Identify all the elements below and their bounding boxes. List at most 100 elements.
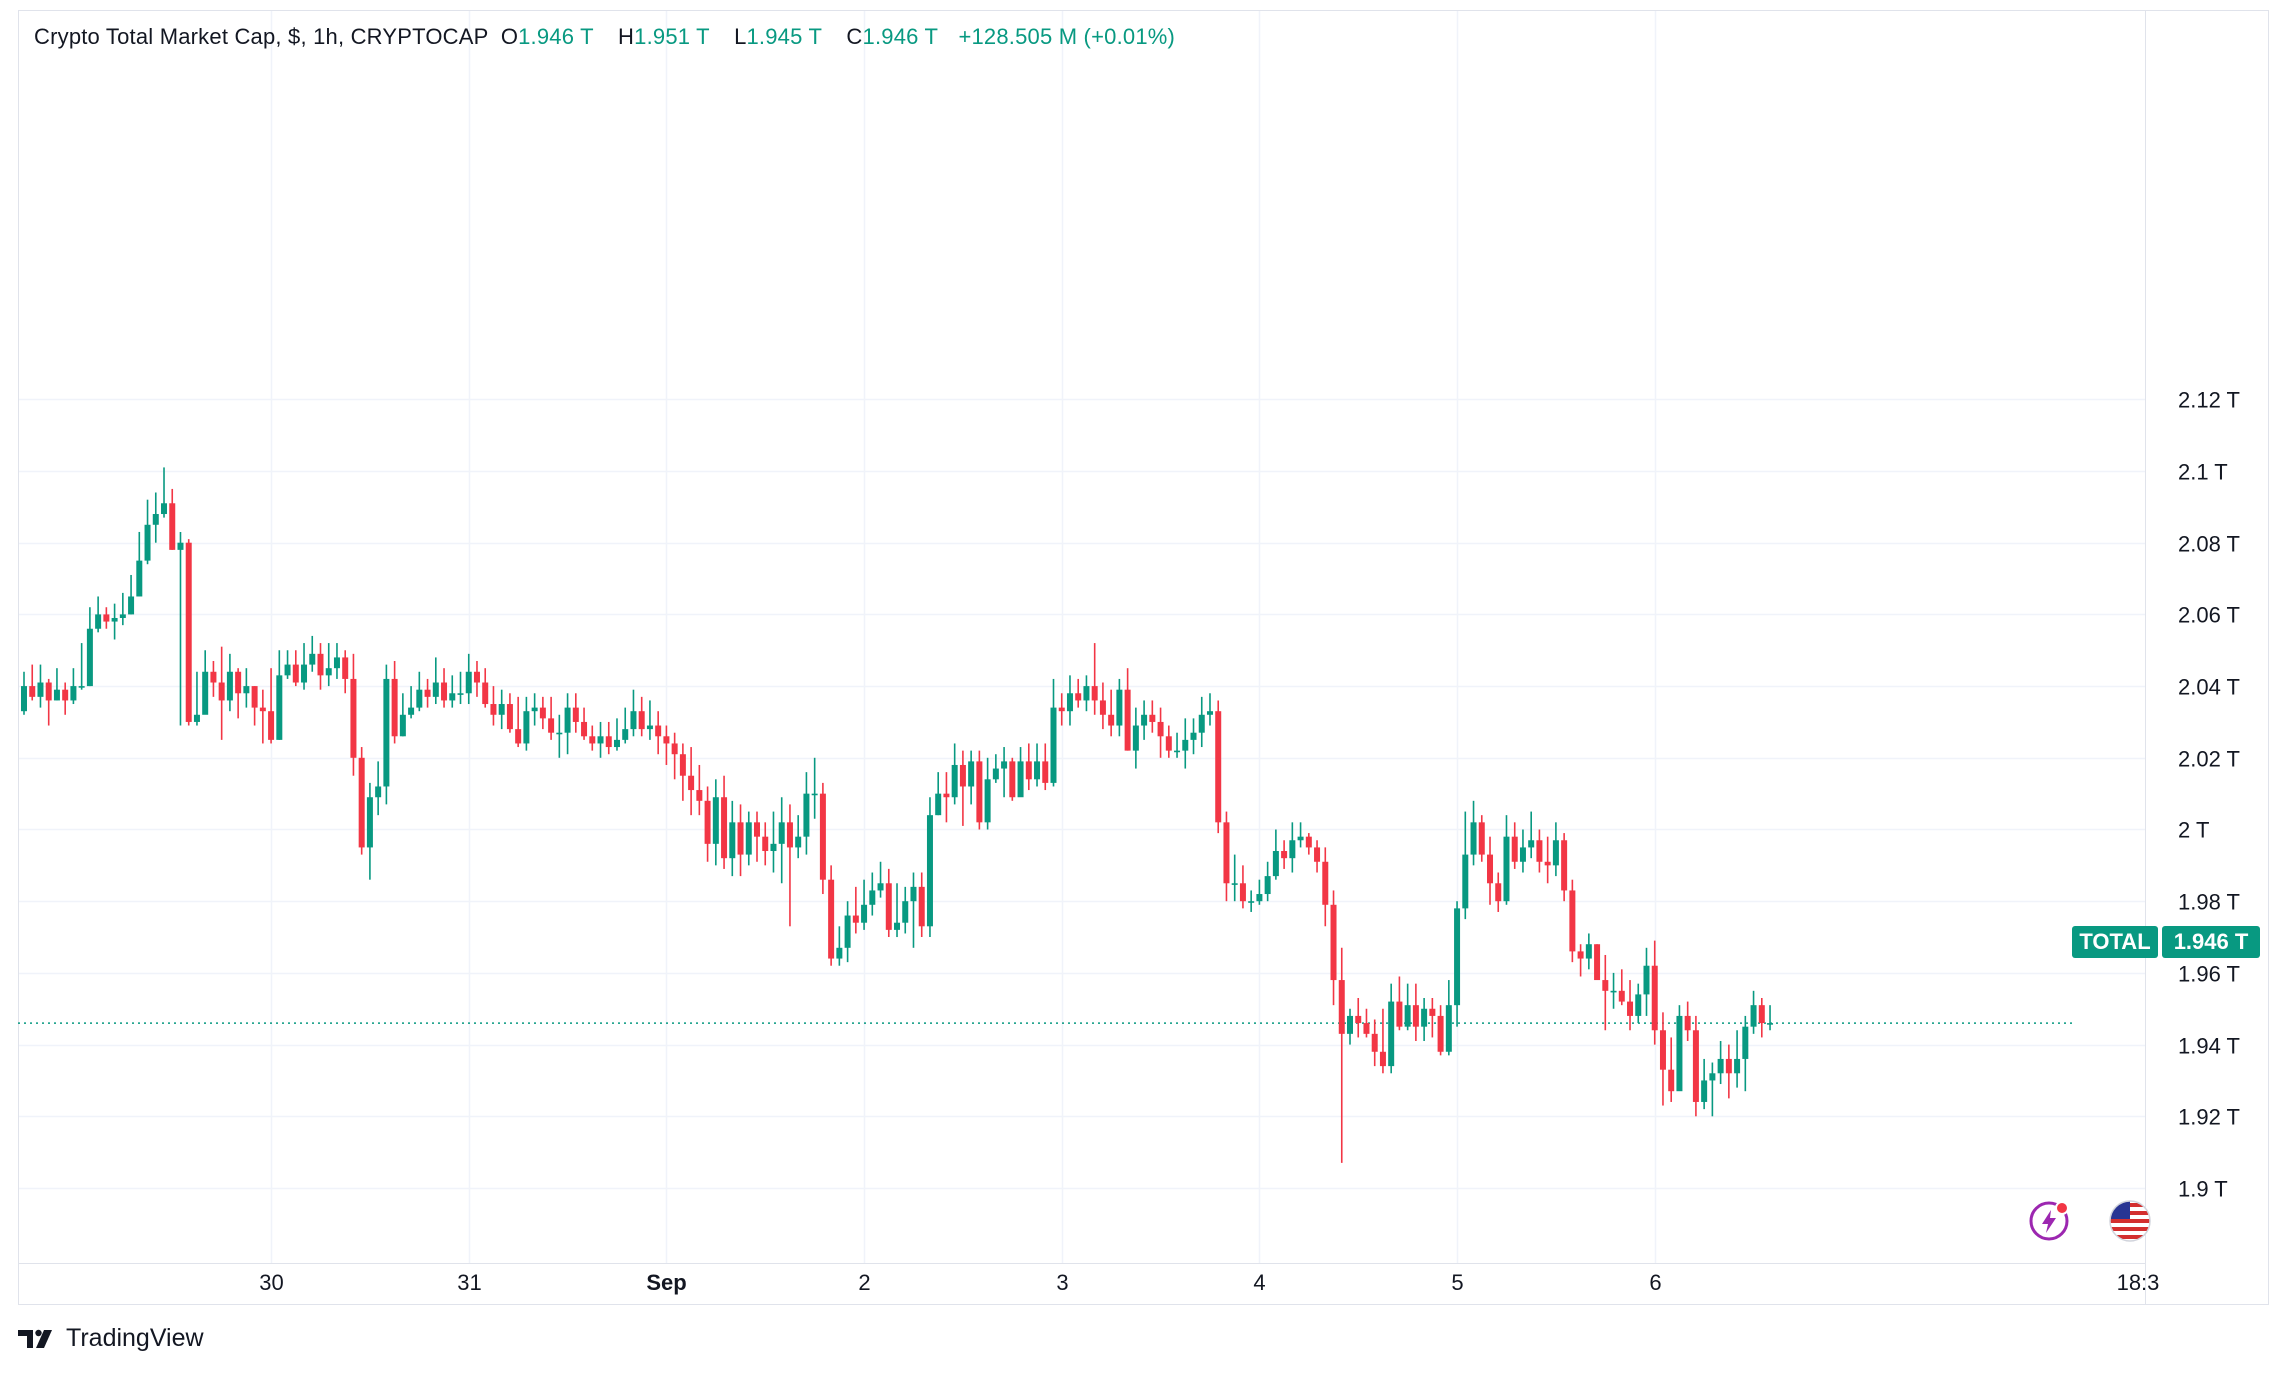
candle-body bbox=[1594, 944, 1601, 981]
candle-body bbox=[737, 822, 744, 855]
candle-body bbox=[366, 797, 373, 848]
lightning-alert-icon[interactable] bbox=[2027, 1199, 2071, 1243]
candle bbox=[1330, 890, 1337, 1006]
candle bbox=[1042, 743, 1049, 791]
candle bbox=[688, 747, 695, 816]
candle bbox=[1725, 1044, 1732, 1099]
candle bbox=[1174, 732, 1181, 758]
candle bbox=[1569, 879, 1576, 963]
candle-body bbox=[729, 822, 736, 859]
price-tick-label: 2 T bbox=[2178, 818, 2209, 843]
candle bbox=[325, 643, 332, 687]
candle-body bbox=[333, 657, 340, 669]
candle-body bbox=[465, 671, 472, 694]
candle bbox=[1750, 990, 1757, 1034]
candle-body bbox=[786, 822, 793, 848]
candle-body bbox=[1066, 693, 1073, 712]
candle-body bbox=[78, 686, 85, 688]
candle bbox=[29, 664, 36, 701]
candle-body bbox=[457, 693, 464, 695]
candle-body bbox=[589, 736, 596, 744]
time-tick-label-current: 18:3 bbox=[2117, 1270, 2160, 1295]
candle-body bbox=[1091, 686, 1098, 701]
candle bbox=[638, 696, 645, 737]
candle bbox=[309, 635, 316, 672]
candle bbox=[276, 650, 283, 740]
candle-body bbox=[1157, 721, 1164, 737]
candle bbox=[78, 643, 85, 690]
candle-body bbox=[548, 718, 555, 733]
candle bbox=[210, 661, 217, 697]
candle bbox=[1058, 693, 1065, 726]
candle-body bbox=[803, 793, 810, 837]
candle-body bbox=[539, 707, 546, 719]
candle bbox=[1659, 1012, 1666, 1106]
candle-body bbox=[1684, 1015, 1691, 1031]
candle bbox=[1371, 1019, 1378, 1067]
candle bbox=[218, 646, 225, 740]
legend-low: 1.945 T bbox=[746, 24, 823, 49]
us-flag-icon[interactable] bbox=[2108, 1199, 2152, 1243]
chart-frame bbox=[18, 10, 2269, 1305]
candle bbox=[1034, 743, 1041, 787]
time-tick-label: Sep bbox=[646, 1270, 686, 1295]
candle bbox=[432, 657, 439, 705]
candle bbox=[1272, 829, 1279, 880]
candle-body bbox=[1058, 707, 1065, 712]
candle bbox=[161, 467, 168, 518]
candle-body bbox=[1124, 689, 1131, 751]
candle-body bbox=[762, 836, 769, 852]
candle bbox=[1404, 983, 1411, 1031]
candle bbox=[523, 696, 530, 751]
candle bbox=[177, 531, 184, 726]
time-tick-label: 5 bbox=[1451, 1270, 1463, 1295]
candle-body bbox=[597, 736, 604, 744]
candle-body bbox=[235, 671, 242, 694]
candle-body bbox=[869, 890, 876, 905]
candle bbox=[836, 926, 843, 966]
candle-body bbox=[894, 922, 901, 930]
candle bbox=[268, 668, 275, 744]
candle-body bbox=[301, 664, 308, 683]
time-tick-label: 4 bbox=[1253, 1270, 1265, 1295]
candle-body bbox=[375, 786, 382, 798]
candle bbox=[1363, 1008, 1370, 1038]
candle-body bbox=[663, 736, 670, 744]
candle bbox=[1009, 757, 1016, 801]
candle-body bbox=[1758, 1005, 1765, 1024]
price-tick-label: 1.92 T bbox=[2178, 1105, 2240, 1130]
candle bbox=[1248, 890, 1255, 912]
candle bbox=[1322, 847, 1329, 927]
candle-body bbox=[29, 686, 36, 697]
candle-body bbox=[679, 754, 686, 776]
candle bbox=[1445, 980, 1452, 1056]
tradingview-brand[interactable]: TradingView bbox=[18, 1324, 204, 1353]
candle-body bbox=[1602, 980, 1609, 991]
candle bbox=[424, 678, 431, 708]
candle bbox=[358, 747, 365, 855]
candle-body bbox=[976, 761, 983, 823]
candle-body bbox=[317, 653, 324, 676]
candle-body bbox=[1717, 1058, 1724, 1074]
candle bbox=[754, 811, 761, 862]
candle bbox=[1585, 933, 1592, 970]
candle bbox=[1462, 811, 1469, 920]
candle-body bbox=[556, 732, 563, 735]
candle bbox=[1223, 811, 1230, 902]
time-axis[interactable]: 30 31 Sep 2 3 4 5 6 18:3 bbox=[259, 1270, 2159, 1295]
candle bbox=[1734, 1030, 1741, 1088]
legend-symbol: Crypto Total Market Cap, $, 1h, CRYPTOCA… bbox=[34, 24, 489, 49]
price-tick-label: 2.12 T bbox=[2178, 388, 2240, 413]
candle-body bbox=[136, 560, 143, 597]
candle-body bbox=[1009, 761, 1016, 798]
candle bbox=[1314, 840, 1321, 873]
price-axis[interactable]: 1.9 T 1.92 T 1.94 T 1.96 T 1.98 T 2 T 2.02 T 2.… bbox=[2178, 388, 2240, 1202]
candle-body bbox=[37, 682, 44, 697]
candle bbox=[1108, 689, 1115, 737]
candle bbox=[1635, 983, 1642, 1024]
candle bbox=[1602, 954, 1609, 1031]
candle-body bbox=[473, 671, 480, 683]
candle-body bbox=[581, 721, 588, 737]
candle-body bbox=[704, 800, 711, 844]
